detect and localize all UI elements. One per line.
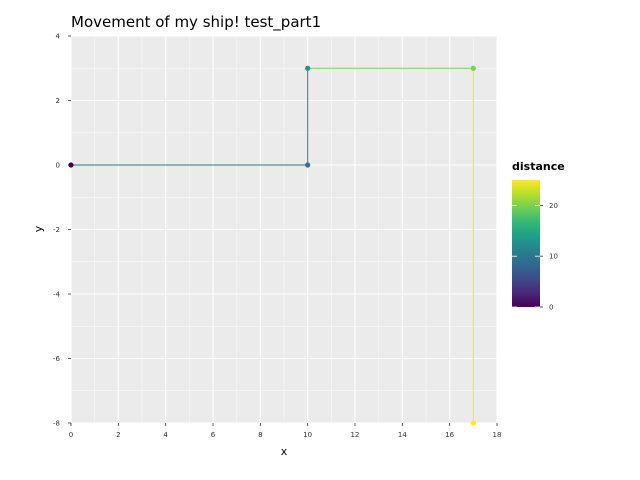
data-points	[68, 65, 476, 426]
y-tick-label: -6	[53, 355, 61, 363]
y-tick-label: -2	[53, 226, 60, 234]
y-tick-label: 4	[56, 33, 61, 41]
axis-ticks: 0 2 4 6 8 10 12 14 16 18 -8 -6 -4 -2 0 2 4	[53, 33, 501, 440]
data-point	[470, 420, 476, 426]
legend-title: distance	[512, 160, 565, 173]
colorbar	[512, 180, 540, 307]
colorbar-ticks: 0 10 20	[512, 202, 558, 312]
x-tick-label: 18	[493, 431, 502, 439]
x-tick-label: 6	[211, 431, 216, 439]
data-point	[68, 162, 74, 168]
x-tick-label: 0	[69, 431, 73, 439]
x-tick-label: 2	[116, 431, 120, 439]
chart-title: Movement of my ship! test_part1	[71, 13, 321, 32]
y-tick-label: 0	[56, 162, 60, 170]
x-tick-label: 8	[258, 431, 262, 439]
x-tick-label: 12	[351, 431, 360, 439]
colorbar-tick-label: 20	[549, 202, 558, 210]
colorbar-tick-label: 10	[549, 253, 558, 261]
y-axis-label: y	[32, 225, 45, 232]
x-tick-label: 10	[303, 431, 312, 439]
data-point	[305, 65, 311, 71]
data-point	[305, 162, 311, 168]
y-tick-label: -4	[53, 291, 61, 299]
data-point	[470, 65, 476, 71]
x-tick-label: 16	[445, 431, 454, 439]
y-tick-label: -8	[53, 420, 60, 428]
colorbar-tick-label: 0	[549, 304, 553, 312]
y-tick-label: 2	[56, 97, 60, 105]
color-legend: distance 0 10 20	[512, 160, 565, 312]
path-segments	[71, 67, 474, 423]
x-tick-label: 14	[398, 431, 407, 439]
x-tick-label: 4	[163, 431, 168, 439]
x-axis-label: x	[281, 445, 288, 458]
